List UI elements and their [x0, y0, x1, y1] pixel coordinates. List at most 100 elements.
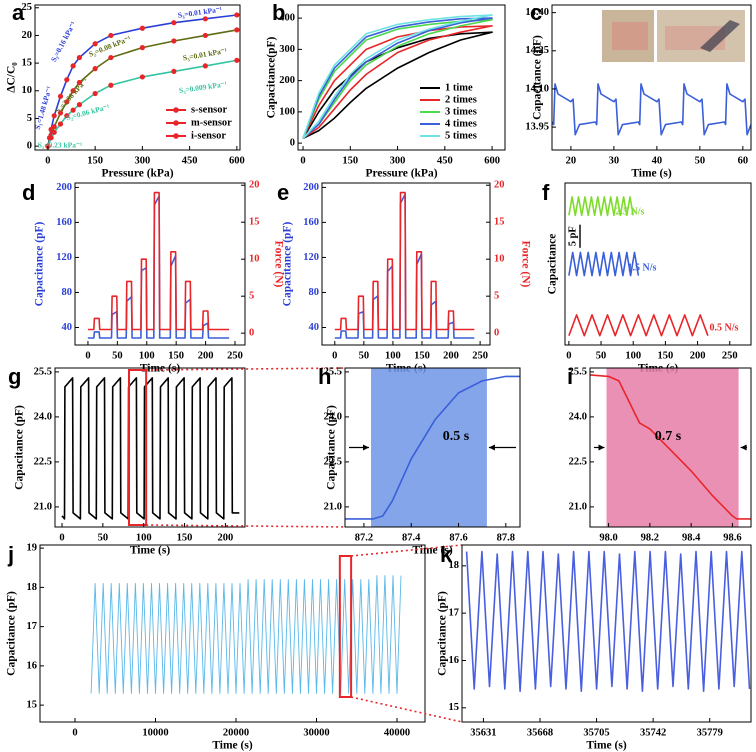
x-tick-label: 600 — [484, 155, 500, 166]
data-point — [57, 121, 64, 127]
plot-frame — [74, 182, 246, 346]
series-line — [61, 377, 240, 520]
arrow-head — [363, 444, 370, 451]
data-point — [92, 41, 98, 47]
data-point — [51, 113, 57, 119]
y-tick-label: 24.0 — [324, 411, 342, 422]
x-tick-label: 30000 — [303, 727, 329, 738]
data-point — [234, 27, 240, 33]
y-axis-label: Capacitance (pF) — [532, 35, 544, 120]
plot-frame — [34, 4, 241, 151]
data-point — [51, 129, 57, 135]
plot-frame — [321, 182, 491, 346]
y2-axis-label: Force (N) — [519, 241, 531, 288]
panel-b: 0 150 300 450 600 0 100 200 300 400 Pressure (kPa)… — [266, 0, 506, 180]
y-tick-label: 10 — [22, 85, 33, 96]
annotation: 0.5 s — [443, 429, 470, 444]
y-tick-label: 300 — [279, 44, 295, 55]
data-point — [139, 74, 145, 80]
x-tick-label: 10000 — [142, 727, 168, 738]
x-tick-label: 50 — [695, 155, 706, 166]
x-tick-label: 0 — [332, 350, 337, 361]
data-point — [234, 12, 240, 18]
series-line — [302, 25, 493, 140]
y2-tick-label: 15 — [249, 217, 260, 228]
data-point — [171, 68, 177, 75]
y-axis-label: Capacitance(pF) — [266, 36, 278, 118]
x-tick-label: 35668 — [527, 727, 553, 738]
y-tick-label: 21.0 — [324, 501, 342, 512]
x-tick-label: 150 — [87, 155, 103, 166]
annotation: S₂=0.06 kPa⁻¹ — [65, 102, 110, 122]
legend-label: i-sensor — [191, 130, 226, 141]
y-tick-label: 17 — [27, 621, 38, 632]
x-axis-label: Pressure (kPa) — [101, 168, 173, 180]
plot-frame — [564, 182, 752, 346]
plot-area — [345, 368, 520, 527]
x-axis-label: Time (s) — [130, 545, 171, 557]
data-point — [64, 99, 70, 105]
data-point — [108, 54, 114, 61]
y-axis-label: ΔC/C₀ — [6, 62, 18, 93]
data-point — [64, 77, 70, 83]
data-point — [76, 102, 83, 108]
plot-area — [334, 191, 475, 339]
panel-j: 0 10000 20000 30000 40000 15 16 17 18 19 Time (s) C… — [6, 542, 463, 752]
series-line — [465, 550, 751, 692]
y-tick-label: 19 — [27, 543, 38, 554]
annotation: 2.5 N/s — [616, 206, 645, 217]
legend-marker — [173, 120, 179, 126]
data-point — [70, 107, 76, 113]
annotation: S₂=0.16 kPa⁻¹ — [49, 20, 78, 63]
time-span — [371, 368, 487, 527]
y-tick-label: 22.5 — [324, 456, 342, 467]
x-tick-label: 100 — [136, 532, 152, 543]
data-point — [108, 82, 114, 88]
photo-detail — [612, 22, 648, 50]
panel-letter: j — [7, 542, 14, 567]
y-tick-label: 22.5 — [34, 456, 52, 467]
y-tick-label: 200 — [56, 182, 72, 193]
y-tick-label: 400 — [279, 13, 295, 24]
x-tick-label: 100 — [385, 350, 401, 361]
data-point — [92, 66, 98, 72]
y-tick-label: 100 — [279, 106, 295, 117]
x-tick-label: 50 — [596, 350, 607, 361]
data-point — [202, 63, 208, 69]
data-point — [57, 93, 64, 99]
annotation: 0.7 s — [655, 429, 682, 444]
x-tick-label: 200 — [443, 350, 459, 361]
y-tick-label: 21.0 — [569, 501, 587, 512]
x-tick-label: 0 — [85, 350, 90, 361]
legend-label: 2 times — [445, 94, 477, 105]
data-point — [70, 88, 76, 94]
annotation: S₁=1.48 kPa⁻¹ — [33, 85, 54, 130]
series-line — [552, 83, 751, 136]
y-tick-label: 120 — [56, 252, 72, 263]
x-tick-label: 100 — [139, 350, 155, 361]
x-axis-label: Time (s) — [631, 168, 672, 180]
x-tick-label: 150 — [658, 350, 674, 361]
x-tick-label: 200 — [690, 350, 706, 361]
x-tick-label: 250 — [227, 350, 243, 361]
y-tick-label: 13.95 — [525, 122, 549, 133]
series-line — [334, 191, 475, 331]
y-tick-label: 160 — [303, 217, 319, 228]
series-line — [568, 251, 640, 277]
y-tick-label: 40 — [62, 322, 73, 333]
x-tick-label: 200 — [218, 532, 234, 543]
panel-letter: e — [277, 180, 289, 205]
zoom-line — [146, 367, 346, 371]
plot-area — [90, 575, 402, 694]
panel-g: 0 50 100 150 200 21.0 22.5 24.0 25.5 Time (s) Capa… — [8, 364, 346, 557]
y-tick-label: 80 — [62, 287, 73, 298]
y-tick-label: 16 — [449, 655, 460, 666]
panel-letter: d — [22, 180, 35, 205]
panel-letter: c — [530, 0, 542, 25]
y2-tick-label: 15 — [494, 217, 505, 228]
annotation: 0.5 N/s — [710, 322, 739, 333]
y-tick-label: 21.0 — [34, 501, 52, 512]
y-axis-label: Capacitance (pF) — [6, 591, 18, 676]
